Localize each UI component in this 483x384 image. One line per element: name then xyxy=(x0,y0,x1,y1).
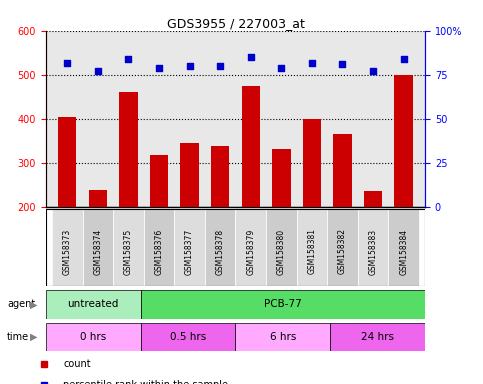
Text: GSM158379: GSM158379 xyxy=(246,228,255,275)
Point xyxy=(308,60,316,66)
Point xyxy=(369,68,377,74)
Point xyxy=(277,65,285,71)
Bar xyxy=(303,119,321,296)
Point xyxy=(94,68,102,74)
Bar xyxy=(358,209,388,286)
Point xyxy=(339,61,346,67)
Bar xyxy=(58,117,76,296)
Bar xyxy=(181,143,199,296)
Bar xyxy=(297,209,327,286)
Text: ▶: ▶ xyxy=(30,332,38,342)
Text: GSM158382: GSM158382 xyxy=(338,228,347,275)
Text: ▶: ▶ xyxy=(30,299,38,310)
Bar xyxy=(174,209,205,286)
Bar xyxy=(46,323,141,351)
Bar xyxy=(388,209,419,286)
Bar xyxy=(89,190,107,296)
Text: GSM158384: GSM158384 xyxy=(399,228,408,275)
Bar xyxy=(266,209,297,286)
Text: 24 hrs: 24 hrs xyxy=(361,332,394,342)
Text: GSM158376: GSM158376 xyxy=(155,228,164,275)
Bar xyxy=(113,209,144,286)
Title: GDS3955 / 227003_at: GDS3955 / 227003_at xyxy=(167,17,304,30)
Text: GSM158375: GSM158375 xyxy=(124,228,133,275)
Bar xyxy=(150,155,168,296)
Text: time: time xyxy=(7,332,29,342)
Point xyxy=(186,63,194,69)
Text: GSM158378: GSM158378 xyxy=(216,228,225,275)
Bar xyxy=(395,75,413,296)
Point xyxy=(155,65,163,71)
Bar xyxy=(141,323,236,351)
Text: GSM158373: GSM158373 xyxy=(63,228,72,275)
Bar xyxy=(83,209,113,286)
Text: PCB-77: PCB-77 xyxy=(264,299,302,310)
Text: GSM158374: GSM158374 xyxy=(93,228,102,275)
Bar xyxy=(236,323,330,351)
Point xyxy=(216,63,224,69)
Text: untreated: untreated xyxy=(68,299,119,310)
Bar xyxy=(330,323,425,351)
Bar xyxy=(141,290,425,319)
Bar xyxy=(211,146,229,296)
Bar xyxy=(364,191,382,296)
Point xyxy=(400,56,408,62)
Point xyxy=(247,54,255,60)
Point xyxy=(63,60,71,66)
Text: 0 hrs: 0 hrs xyxy=(80,332,106,342)
Text: percentile rank within the sample: percentile rank within the sample xyxy=(63,380,228,384)
Text: agent: agent xyxy=(7,299,35,310)
Text: 0.5 hrs: 0.5 hrs xyxy=(170,332,206,342)
Text: GSM158383: GSM158383 xyxy=(369,228,378,275)
Bar xyxy=(46,290,141,319)
Bar xyxy=(242,86,260,296)
Point xyxy=(125,56,132,62)
Text: GSM158381: GSM158381 xyxy=(307,228,316,275)
Bar xyxy=(272,149,290,296)
Bar xyxy=(205,209,236,286)
Bar xyxy=(236,209,266,286)
Bar xyxy=(144,209,174,286)
Text: GSM158380: GSM158380 xyxy=(277,228,286,275)
Bar xyxy=(119,92,138,296)
Text: 6 hrs: 6 hrs xyxy=(270,332,296,342)
Text: GSM158377: GSM158377 xyxy=(185,228,194,275)
Bar xyxy=(327,209,358,286)
Text: count: count xyxy=(63,359,91,369)
Bar xyxy=(333,134,352,296)
Bar xyxy=(52,209,83,286)
